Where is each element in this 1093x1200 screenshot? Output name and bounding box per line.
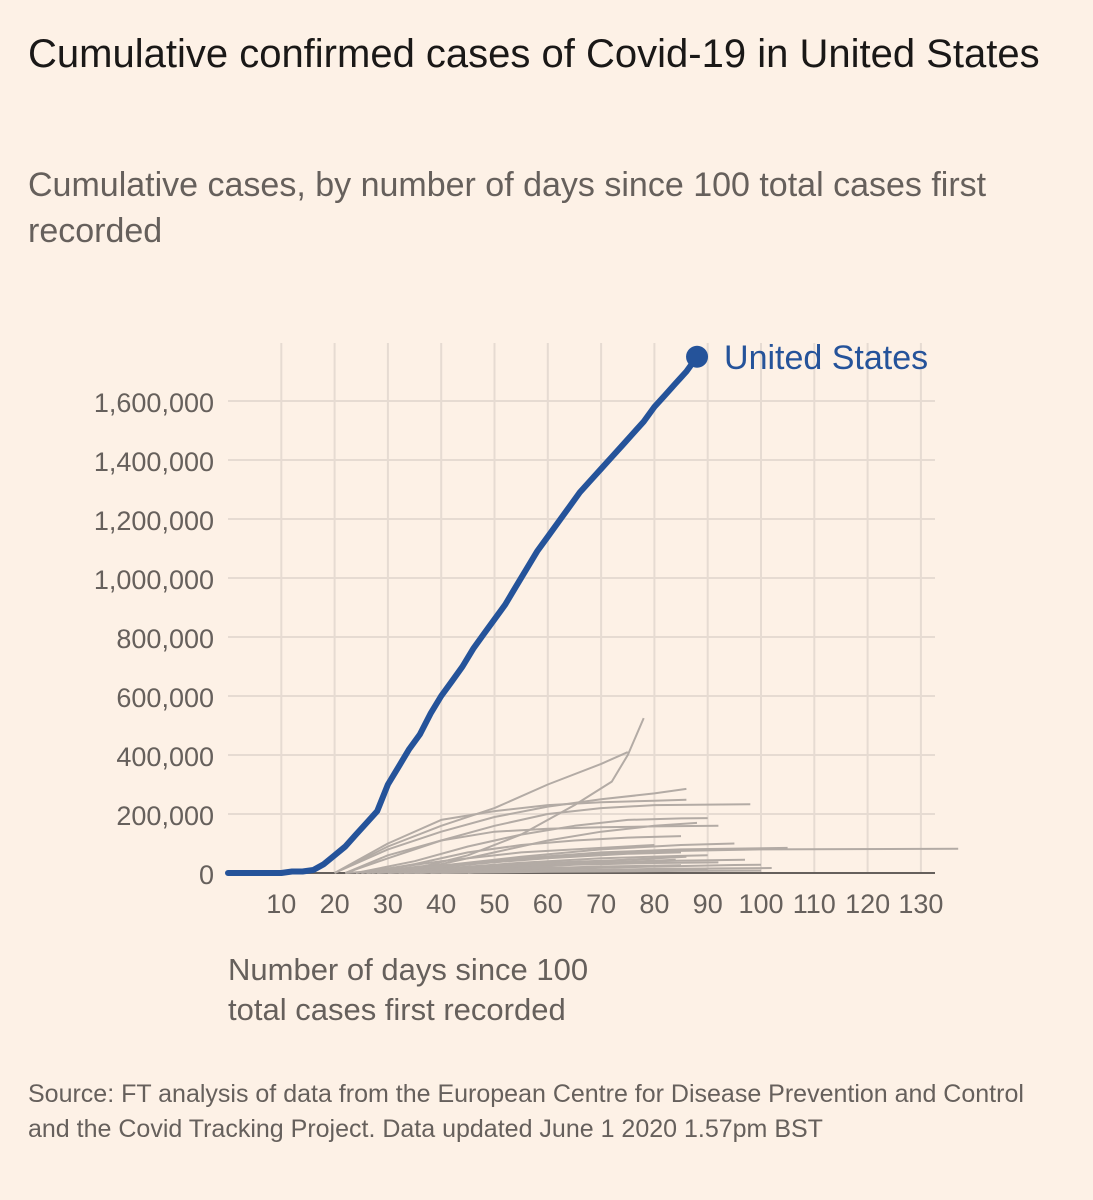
united-states-end-marker (686, 345, 709, 368)
y-tick-label: 1,600,000 (94, 388, 214, 418)
united-states-label: United States (724, 339, 928, 377)
united-states-line (225, 353, 700, 876)
x-tick-label: 10 (266, 889, 296, 919)
x-axis-label-line-2: total cases first recorded (228, 992, 566, 1027)
other-countries-lines (334, 717, 959, 874)
x-tick-label: 30 (373, 889, 403, 919)
x-tick-label: 20 (320, 889, 350, 919)
x-tick-label: 50 (479, 889, 509, 919)
y-tick-label: 0 (199, 860, 214, 890)
other-country-line (371, 842, 735, 874)
x-tick-label: 100 (738, 889, 783, 919)
y-tick-label: 1,400,000 (94, 447, 214, 477)
x-tick-label: 110 (793, 889, 836, 919)
y-tick-label: 1,000,000 (94, 565, 214, 595)
y-tick-label: 1,200,000 (94, 506, 214, 536)
x-tick-label: 90 (693, 889, 723, 919)
y-axis-tick-labels: 0 200,000 400,000 600,000 800,000 1,000,000 1,… (94, 388, 214, 890)
other-country-line (467, 858, 676, 874)
chart-title: Cumulative confirmed cases of Covid-19 i… (28, 32, 1040, 76)
other-country-line (334, 787, 687, 874)
other-country-line (355, 817, 708, 874)
highlight-series: United States (225, 339, 928, 876)
x-axis-label-line-1: Number of days since 100 (228, 952, 588, 987)
y-tick-label: 400,000 (116, 742, 214, 772)
x-tick-label: 130 (898, 889, 943, 919)
x-tick-label: 60 (533, 889, 563, 919)
source-note: Source: FT analysis of data from the Eur… (28, 1080, 1024, 1143)
other-country-line (419, 855, 687, 874)
other-country-line (334, 751, 629, 874)
y-tick-label: 800,000 (116, 624, 214, 654)
chart-subtitle: Cumulative cases, by number of days sinc… (28, 166, 987, 250)
covid-cases-chart: 0 200,000 400,000 600,000 800,000 1,000,000 1,… (94, 339, 959, 1027)
x-tick-label: 120 (845, 889, 890, 919)
gridlines (228, 343, 935, 873)
y-tick-label: 200,000 (116, 801, 214, 831)
y-tick-label: 600,000 (116, 683, 214, 713)
x-tick-label: 80 (639, 889, 669, 919)
x-axis-tick-labels: 10 20 30 40 50 60 70 80 90 100 110 120 130 (266, 889, 943, 919)
other-country-line (441, 869, 762, 874)
other-country-line (344, 824, 719, 874)
x-tick-label: 40 (426, 889, 456, 919)
other-country-line (387, 851, 682, 874)
other-country-line (334, 798, 687, 874)
other-country-line (355, 844, 655, 874)
other-country-line (344, 803, 751, 874)
x-tick-label: 70 (586, 889, 616, 919)
